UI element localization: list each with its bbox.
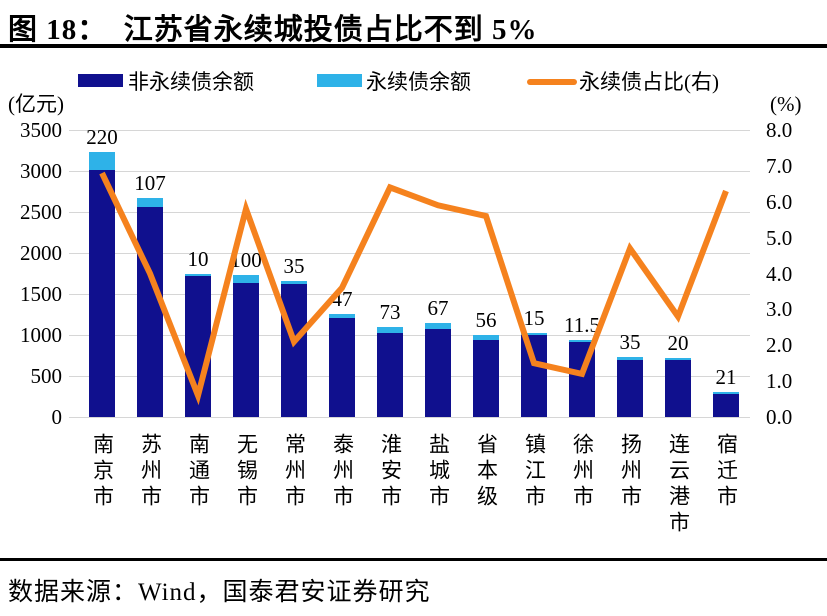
bar-value-label: 67 [427,296,449,321]
bar-segment-perpetual [185,273,211,276]
right-axis-tick-label: 6.0 [766,189,793,214]
ratio-line-chart [99,171,729,406]
bar-segment-perpetual [329,313,355,318]
bar-segment-nonperpetual [617,359,643,417]
bar-segment-perpetual [425,323,451,329]
bar-value-label: 21 [715,364,737,389]
bar-value-label: 35 [283,254,305,279]
bar-segment-nonperpetual [665,360,691,417]
bar-value-label: 100 [230,248,262,273]
x-axis-label: 淮安市 [378,433,403,511]
x-axis-label: 省本级 [474,433,499,511]
gridline [69,417,750,418]
bar-segment-perpetual [473,335,499,340]
bar-segment-nonperpetual [137,207,163,417]
x-axis-label: 盐城市 [426,433,451,511]
legend-line-ratio-icon [527,79,577,85]
x-axis-label: 南通市 [186,433,211,511]
bar-value-label: 107 [134,171,166,196]
gridline [69,130,750,131]
bar-value-label: 56 [475,308,497,332]
x-axis-label: 宿迁市 [714,433,739,511]
title-divider [0,44,827,48]
gridline [69,212,750,213]
bar-segment-nonperpetual [329,317,355,417]
gridline [69,253,750,254]
bar-segment-nonperpetual [713,393,739,417]
bar-segment-perpetual [377,326,403,333]
gridline [69,171,750,172]
bar-segment-nonperpetual [89,169,115,417]
right-axis-tick-label: 2.0 [766,333,793,358]
right-axis-unit: (%) [770,92,802,116]
legend-label-nonperpetual: 非永续债余额 [128,70,254,94]
x-axis-label: 常州市 [282,433,307,511]
left-axis-tick-label: 3000 [20,159,62,183]
right-axis-tick-label: 8.0 [766,118,793,142]
figure-title: 图 18： 江苏省永续城投债占比不到 5% [8,14,538,46]
bar-segment-perpetual [665,358,691,361]
bar-segment-nonperpetual [233,283,259,417]
left-axis-tick-label: 3500 [20,118,62,142]
right-axis-tick-label: 3.0 [766,297,793,322]
gridline [69,376,750,377]
x-axis-label: 无锡市 [234,433,259,511]
left-axis-tick-label: 2000 [20,241,62,265]
bar-segment-nonperpetual [425,328,451,417]
x-axis-label: 泰州市 [330,433,355,511]
right-axis-tick-label: 1.0 [766,369,793,394]
legend-label-ratio: 永续债占比(右) [579,70,719,94]
legend-label-perpetual: 永续债余额 [366,70,471,94]
bar-segment-perpetual [713,391,739,394]
legend-swatch-nonperpetual-icon [78,74,123,87]
x-axis-label: 镇江市 [522,433,547,511]
bar-value-label: 10 [187,246,209,271]
legend-swatch-perpetual-icon [317,74,362,87]
bar-segment-nonperpetual [281,284,307,417]
right-axis-tick-label: 0.0 [766,405,793,429]
left-axis-tick-label: 1000 [20,323,62,347]
gridline [69,335,750,336]
footer-divider [0,558,827,561]
left-axis-tick-label: 500 [30,364,63,388]
gridline [69,294,750,295]
bar-value-label: 20 [667,331,689,356]
ratio-line [99,171,729,406]
plot-area: 220 107 10 100 35 47 73 67 56 15 11.5 35 20 21 [69,124,750,418]
bar-segment-nonperpetual [521,335,547,417]
left-axis-tick-label: 1500 [20,282,62,306]
bar-segment-nonperpetual [473,339,499,417]
bar-value-label: 220 [86,124,118,149]
data-source-note: 数据来源：Wind，国泰君安证券研究 [8,579,431,606]
bar-segment-perpetual [521,333,547,336]
bar-segment-perpetual [569,339,595,342]
bar-segment-perpetual [89,151,115,170]
bar-segment-perpetual [281,281,307,285]
bar-segment-nonperpetual [377,332,403,417]
bar-segment-perpetual [617,356,643,360]
bar-value-label: 11.5 [564,312,600,337]
x-axis-label: 苏州市 [138,433,163,511]
right-axis-tick-label: 4.0 [766,261,793,286]
right-axis-tick-label: 7.0 [766,153,793,178]
left-axis-tick-label: 2500 [20,200,62,224]
right-axis-tick-label: 5.0 [766,225,793,250]
bar-value-label: 15 [523,306,545,331]
x-axis-label: 扬州市 [618,433,643,511]
bar-segment-perpetual [233,275,259,284]
x-axis-label: 徐州市 [570,433,595,511]
bar-segment-perpetual [137,198,163,208]
bar-value-label: 35 [619,329,641,354]
x-axis-label: 南京市 [90,433,115,511]
x-axis-label: 连云港市 [666,433,691,537]
bar-value-label: 73 [379,299,401,324]
left-axis-unit: (亿元) [8,92,64,116]
left-axis-tick-label: 0 [51,405,63,429]
